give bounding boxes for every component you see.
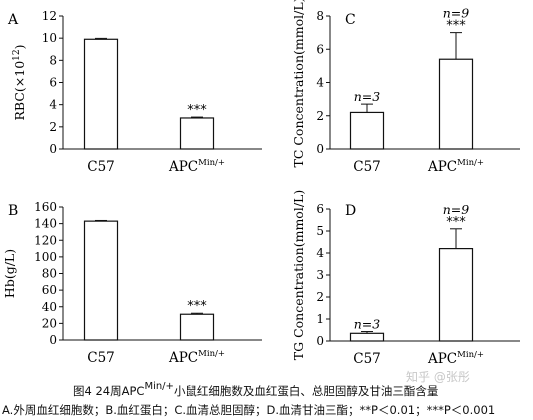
y-tick-label: 0	[316, 142, 324, 156]
y-axis-label-main: Hb(g/L)	[2, 249, 17, 298]
y-tick-label: 12	[42, 9, 57, 23]
y-tick-label: 8	[316, 9, 324, 23]
figure-caption-legend: A.外周血红细胞数；B.血红蛋白；C.血清总胆固醇；D.血清甘油三酯；**P＜0…	[2, 403, 496, 417]
panel-c: C 0 2 4 6 8 TC Concentration(mmol/L) n=3 C57 ***n…	[291, 0, 520, 175]
y-axis-label-end: )	[12, 45, 27, 50]
y-axis-label: TG Concentration(mmol/L)	[291, 190, 306, 360]
y-tick-label: 20	[42, 316, 57, 330]
y-axis-label: TC Concentration(mmol/L)	[291, 0, 306, 168]
bar-2	[438, 58, 474, 150]
y-tick-label: 8	[49, 53, 57, 67]
y-tick-label: 0	[316, 334, 324, 348]
y-tick-label: 140	[34, 217, 57, 231]
x-tick-label-main: C57	[87, 350, 115, 366]
panel-b: B 0 20 40 60 80 100 120 140 160 Hb(g/L) C57 *** APCMi…	[2, 200, 262, 366]
y-tick-label: 6	[316, 42, 324, 56]
x-tick-label: C57	[353, 351, 381, 367]
bar-1	[83, 220, 119, 341]
y-tick-label: 2	[316, 109, 324, 123]
x-tick-label: APCMin/+	[168, 158, 225, 175]
y-tick-label: 80	[42, 267, 57, 281]
x-tick-label: APCMin/+	[168, 349, 225, 366]
x-tick-label-main: APC	[168, 350, 198, 366]
x-tick-label-main: APC	[427, 351, 457, 367]
significance-label: ***	[446, 19, 466, 34]
x-tick-label-sup: Min/+	[457, 350, 484, 360]
y-axis-label-sup: 12	[12, 49, 22, 60]
bar-1	[349, 332, 385, 342]
y-tick-label: 2	[49, 120, 57, 134]
y-tick-label: 4	[316, 246, 324, 260]
y-tick-label: 3	[316, 268, 324, 282]
n-label: n=9	[443, 202, 470, 217]
y-tick-label: 160	[34, 200, 57, 214]
y-tick-label: 40	[42, 300, 57, 314]
x-tick-label: C57	[87, 159, 115, 175]
significance-label: ***	[446, 215, 466, 230]
y-tick-label: 120	[34, 233, 57, 247]
y-axis-label: RBC(×1012)	[12, 45, 27, 121]
x-tick-label: APCMin/+	[427, 350, 484, 367]
x-tick-label: C57	[353, 159, 381, 175]
bar-2	[179, 313, 215, 341]
caption-title-prefix: 图4 24周APC	[73, 384, 145, 398]
x-tick-label: APCMin/+	[427, 158, 484, 175]
significance-label: ***	[187, 299, 207, 314]
n-label: n=9	[443, 6, 470, 21]
y-tick-label: 0	[49, 333, 57, 347]
y-tick-label: 1	[316, 312, 324, 326]
x-tick-label-main: APC	[168, 159, 198, 175]
bar-1	[83, 38, 119, 150]
significance-label: ***	[187, 103, 207, 118]
panel-letter: D	[345, 203, 356, 219]
figure-caption-title: 图4 24周APCMin/+小鼠红细胞数及血红蛋白、总胆固醇及甘油三酯含量	[0, 381, 533, 399]
y-tick-label: 100	[34, 250, 57, 264]
y-tick-label: 5	[316, 224, 324, 238]
y-tick-label: 2	[316, 290, 324, 304]
panel-letter: A	[7, 12, 19, 28]
n-label: n=3	[354, 317, 381, 332]
x-tick-label-sup: Min/+	[457, 158, 484, 168]
panel-letter: B	[8, 203, 18, 219]
x-tick-label-sup: Min/+	[198, 349, 225, 359]
bar-1	[349, 111, 385, 150]
y-tick-label: 6	[316, 202, 324, 216]
caption-title-suffix: 小鼠红细胞数及血红蛋白、总胆固醇及甘油三酯含量	[173, 384, 439, 398]
bar-2	[179, 117, 215, 150]
y-axis-label-main: TG Concentration(mmol/L)	[291, 190, 306, 360]
y-tick-label: 10	[42, 31, 57, 45]
x-tick-label-main: C57	[353, 159, 381, 175]
y-tick-label: 60	[42, 283, 57, 297]
y-axis-label: Hb(g/L)	[2, 249, 17, 298]
x-tick-label-main: APC	[427, 159, 457, 175]
x-tick-label-main: C57	[87, 159, 115, 175]
panel-letter: C	[345, 12, 356, 28]
y-tick-label: 4	[316, 76, 324, 90]
y-tick-label: 6	[49, 76, 57, 90]
n-label: n=3	[354, 89, 381, 104]
watermark: 知乎 @张彤	[406, 370, 470, 384]
y-tick-label: 0	[49, 142, 57, 156]
x-tick-label-main: C57	[353, 351, 381, 367]
panel-d: D 0 1 2 3 4 5 6 TG Concentration(mmol/L) n=3 C57 **…	[291, 190, 520, 367]
bar-2	[438, 248, 474, 342]
y-axis-label-main: TC Concentration(mmol/L)	[291, 0, 306, 168]
x-tick-label: C57	[87, 350, 115, 366]
caption-title-sup: Min/+	[144, 381, 174, 392]
y-axis-label-main: RBC(×10	[12, 61, 27, 121]
y-tick-label: 4	[49, 98, 57, 112]
x-tick-label-sup: Min/+	[198, 158, 225, 168]
